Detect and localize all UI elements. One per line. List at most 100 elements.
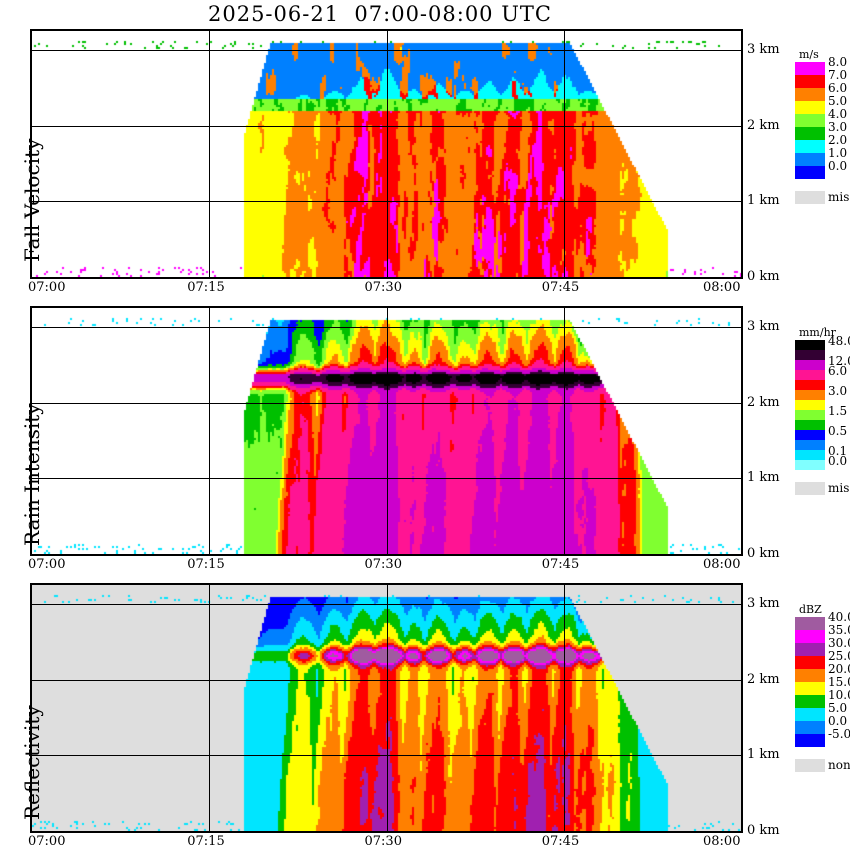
colorbar-swatch xyxy=(795,708,825,721)
colorbar-tick-label: 1.0 xyxy=(828,146,848,160)
y-axis-tick-label: 0 km xyxy=(747,269,780,284)
x-axis-tick-label: 07:00 xyxy=(28,834,66,849)
panel-label-reflectivity: Reflectivity xyxy=(20,705,44,820)
colorbar-swatch xyxy=(795,140,825,153)
colorbar-tick-label: 40.0 xyxy=(828,610,850,624)
colorbar-swatch xyxy=(795,721,825,734)
colorbar-tick-label: 0.0 xyxy=(828,454,848,468)
colorbar-swatch xyxy=(795,734,825,747)
colorbar-swatch xyxy=(795,682,825,695)
data-canvas-rain-intensity xyxy=(32,308,741,554)
colorbar-missing-swatch xyxy=(795,482,825,495)
colorbar-tick-label: 5.0 xyxy=(828,94,848,108)
colorbar-swatch xyxy=(795,370,825,380)
colorbar-swatch xyxy=(795,380,825,390)
colorbar-swatch xyxy=(795,430,825,440)
colorbar-units-label: mm/hr xyxy=(799,326,836,339)
x-axis-tick-label: 07:15 xyxy=(187,280,225,295)
plot-area-rain-intensity[interactable] xyxy=(30,306,743,556)
colorbar-tick-label: 30.0 xyxy=(828,636,850,650)
colorbar-tick-label: 35.0 xyxy=(828,623,850,637)
colorbar-swatch xyxy=(795,153,825,166)
colorbar-swatch xyxy=(795,166,825,179)
colorbar-tick-label: 15.0 xyxy=(828,675,850,689)
x-axis-tick-label: 07:30 xyxy=(364,280,402,295)
y-axis-tick-label: 2 km xyxy=(747,117,780,133)
colorbar-swatch xyxy=(795,630,825,643)
colorbar-tick-label: 5.0 xyxy=(828,701,848,715)
x-axis-tick-label: 07:15 xyxy=(187,557,225,572)
colorbar-swatch xyxy=(795,340,825,350)
colorbar-tick-label: 0.0 xyxy=(828,714,848,728)
colorbar-swatch xyxy=(795,450,825,460)
y-axis-tick-label: 1 km xyxy=(747,193,780,209)
colorbar-tick-label: 7.0 xyxy=(828,68,848,82)
colorbar-missing-label: miss xyxy=(828,481,850,495)
panel-fall-velocity xyxy=(30,29,743,279)
colorbar-swatch xyxy=(795,127,825,140)
colorbar-swatch xyxy=(795,88,825,101)
colorbar-swatch xyxy=(795,669,825,682)
y-axis-tick-label: 2 km xyxy=(747,394,780,410)
colorbar-swatch xyxy=(795,75,825,88)
colorbar-swatch xyxy=(795,695,825,708)
x-axis-tick-label: 08:00 xyxy=(703,834,741,849)
y-axis-tick-label: 3 km xyxy=(747,595,780,611)
colorbar-tick-label: 25.0 xyxy=(828,649,850,663)
colorbar-tick-label: 2.0 xyxy=(828,133,848,147)
colorbar-swatch xyxy=(795,101,825,114)
colorbar-swatch xyxy=(795,617,825,630)
colorbar-tick-label: 6.0 xyxy=(828,81,848,95)
colorbar-units-label: dBZ xyxy=(799,603,822,616)
colorbar-missing-label: miss xyxy=(828,190,850,204)
colorbar-swatch xyxy=(795,400,825,410)
colorbar-tick-label: 6.0 xyxy=(828,364,848,378)
colorbar-swatch xyxy=(795,440,825,450)
x-axis-tick-label: 07:45 xyxy=(541,834,580,849)
colorbar-tick-label: 12.0 xyxy=(828,354,850,368)
colorbar-tick-label: 1.5 xyxy=(828,404,848,418)
colorbar-swatch xyxy=(795,114,825,127)
colorbar-swatch xyxy=(795,656,825,669)
data-canvas-fall-velocity xyxy=(32,31,741,277)
figure-title: 2025-06-21 07:00-08:00 UTC xyxy=(207,2,552,26)
panel-rain-intensity xyxy=(30,306,743,556)
colorbar-tick-label: 0.1 xyxy=(828,444,848,458)
colorbar-swatch xyxy=(795,460,825,470)
x-axis-tick-label: 08:00 xyxy=(703,557,741,572)
colorbar-tick-label: 48.0 xyxy=(828,334,850,348)
colorbar-swatch xyxy=(795,360,825,370)
colorbar-swatch xyxy=(795,643,825,656)
colorbar-tick-label: 4.0 xyxy=(828,107,848,121)
colorbar-swatch xyxy=(795,410,825,420)
colorbar-swatch xyxy=(795,420,825,430)
colorbar-swatch xyxy=(795,62,825,75)
y-axis-tick-label: 3 km xyxy=(747,41,780,57)
colorbar-tick-label: -5.0 xyxy=(828,727,850,741)
plot-area-fall-velocity[interactable] xyxy=(30,29,743,279)
data-canvas-reflectivity xyxy=(32,585,741,831)
colorbar-tick-label: 10.0 xyxy=(828,688,850,702)
colorbar-tick-label: 20.0 xyxy=(828,662,850,676)
colorbar-missing-swatch xyxy=(795,191,825,204)
y-axis-tick-label: 0 km xyxy=(747,823,780,838)
x-axis-tick-label: 07:45 xyxy=(541,557,580,572)
y-axis-tick-label: 3 km xyxy=(747,318,780,334)
colorbar-tick-label: 0.5 xyxy=(828,424,848,438)
y-axis-tick-label: 2 km xyxy=(747,671,780,687)
x-axis-tick-label: 07:30 xyxy=(364,834,402,849)
panel-reflectivity xyxy=(30,583,743,833)
x-axis-tick-label: 08:00 xyxy=(703,280,741,295)
colorbar-tick-label: 8.0 xyxy=(828,55,848,69)
colorbar-tick-label: 0.0 xyxy=(828,159,848,173)
y-axis-tick-label: 1 km xyxy=(747,747,780,763)
x-axis-tick-label: 07:00 xyxy=(28,280,66,295)
colorbar-tick-label: 3.0 xyxy=(828,384,848,398)
colorbar-swatch xyxy=(795,350,825,360)
panel-label-fall-velocity: Fall Velocity xyxy=(20,138,44,262)
y-axis-tick-label: 0 km xyxy=(747,546,780,561)
plot-area-reflectivity[interactable] xyxy=(30,583,743,833)
x-axis-tick-label: 07:00 xyxy=(28,557,66,572)
colorbar-missing-label: none xyxy=(828,758,850,772)
